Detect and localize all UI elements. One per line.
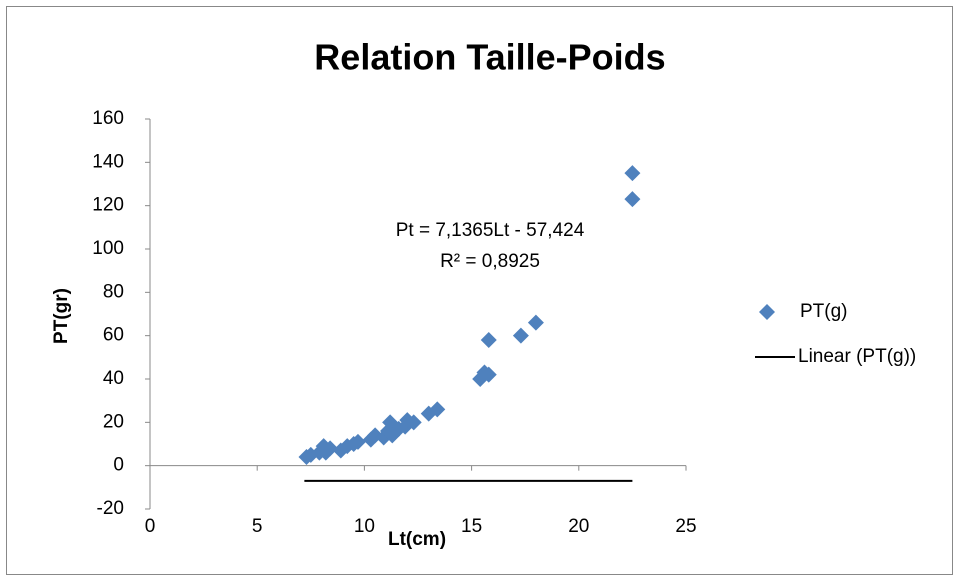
- y-tick-label: 160: [92, 108, 124, 129]
- x-tick-label: 25: [675, 516, 696, 537]
- x-tick-label: 10: [354, 516, 375, 537]
- x-tick-label: 20: [568, 516, 589, 537]
- y-tick-label: 40: [103, 368, 124, 389]
- x-tick-label: 0: [145, 516, 156, 537]
- y-axis-label: PT(gr): [51, 288, 72, 344]
- y-tick-label: 140: [92, 151, 124, 172]
- x-tick-label: 5: [252, 516, 263, 537]
- x-axis-label: Lt(cm): [388, 529, 446, 550]
- legend-marker: [759, 304, 775, 320]
- point: [624, 165, 641, 182]
- point: [349, 433, 366, 450]
- x-tick-label: 15: [461, 516, 482, 537]
- y-tick-label: 120: [92, 195, 124, 216]
- point: [322, 440, 339, 457]
- chart-title: Relation Taille-Poids: [314, 37, 665, 78]
- equation: Pt = 7,1365Lt - 57,424: [396, 220, 585, 241]
- y-tick-label: 80: [103, 281, 124, 302]
- y-tick-label: 60: [103, 325, 124, 346]
- point: [512, 327, 529, 344]
- point: [405, 414, 422, 431]
- r-squared: R² = 0,8925: [440, 251, 540, 272]
- point: [480, 332, 497, 348]
- y-tick-label: 20: [103, 411, 124, 432]
- y-tick-label: -20: [97, 498, 124, 519]
- chart-border: [6, 6, 953, 575]
- point: [480, 366, 497, 383]
- point: [429, 401, 446, 418]
- point: [624, 191, 641, 208]
- legend-label: PT(g): [800, 301, 848, 322]
- y-tick-label: 0: [113, 455, 124, 476]
- point: [527, 314, 544, 331]
- y-tick-label: 100: [92, 238, 124, 259]
- legend-label: Linear (PT(g)): [798, 346, 916, 367]
